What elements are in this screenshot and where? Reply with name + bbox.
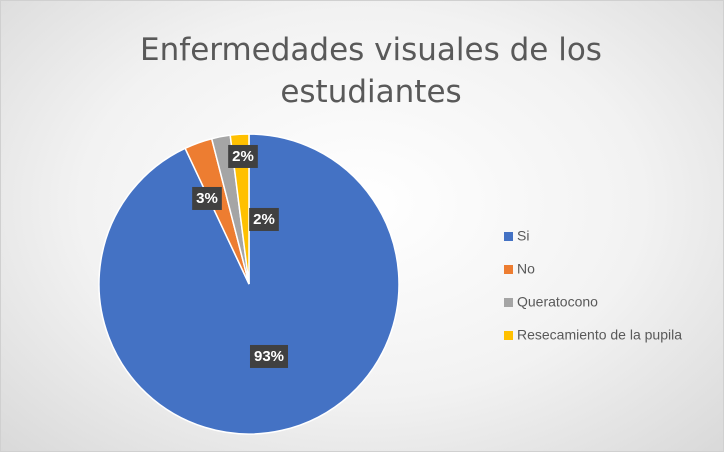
legend-swatch bbox=[504, 331, 513, 340]
data-label-box bbox=[228, 144, 258, 168]
legend-swatch bbox=[504, 265, 513, 274]
data-label: 93% bbox=[254, 348, 284, 365]
legend-swatch bbox=[504, 298, 513, 307]
data-label: 3% bbox=[196, 190, 218, 207]
legend-label: No bbox=[517, 261, 535, 277]
data-label: 2% bbox=[232, 148, 254, 165]
data-label: 2% bbox=[253, 211, 275, 228]
data-label-box bbox=[249, 344, 289, 368]
legend-label: Queratocono bbox=[517, 294, 598, 310]
legend-label: Resecamiento de la pupila bbox=[517, 327, 682, 343]
chart-title: Enfermedades visuales de los estudiantes bbox=[140, 32, 602, 110]
pie-slice bbox=[229, 133, 250, 285]
data-label-box bbox=[192, 186, 222, 210]
data-label-box bbox=[249, 207, 279, 231]
legend-swatch bbox=[504, 232, 513, 241]
legend-label: Si bbox=[517, 228, 529, 244]
